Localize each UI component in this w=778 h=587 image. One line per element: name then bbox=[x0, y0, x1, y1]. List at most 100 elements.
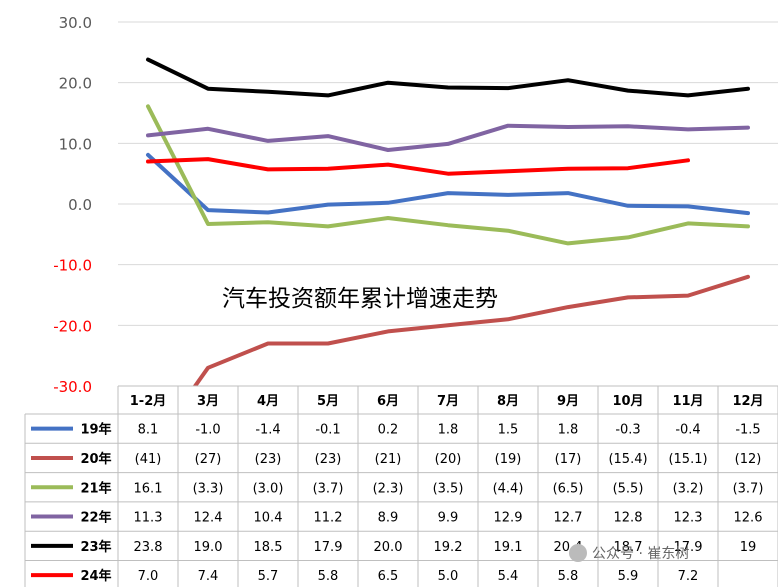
data-label: 1.8 bbox=[438, 423, 459, 438]
data-label: (12) bbox=[735, 452, 762, 467]
data-label: 8.1 bbox=[138, 423, 159, 438]
y-tick-label: -30.0 bbox=[53, 378, 92, 396]
y-axis: 30.0 20.0 10.0 0.0 -10.0 -20.0 -30.0 bbox=[53, 14, 92, 396]
data-label: 12.7 bbox=[554, 511, 583, 526]
gridlines bbox=[118, 21, 778, 387]
data-label: 20.0 bbox=[374, 540, 403, 555]
series-name: 19年 bbox=[80, 422, 111, 438]
y-tick-label: 20.0 bbox=[59, 75, 92, 93]
series-name: 23年 bbox=[80, 539, 111, 555]
data-label: 19 bbox=[740, 540, 757, 555]
data-label: 7.0 bbox=[138, 569, 159, 584]
y-tick-label: -10.0 bbox=[53, 257, 92, 275]
data-label: 1.8 bbox=[558, 423, 579, 438]
data-label: 5.8 bbox=[558, 569, 579, 584]
data-label: 7.4 bbox=[198, 569, 219, 584]
data-label: 6.5 bbox=[378, 569, 399, 584]
category-label: 8月 bbox=[497, 394, 519, 409]
data-label: 12.3 bbox=[674, 511, 703, 526]
data-label: -0.1 bbox=[315, 423, 340, 438]
data-label: 12.6 bbox=[734, 511, 763, 526]
data-table: 1-2月 3月 4月 5月 6月 7月 8月 9月 10月 11月 12月 19年 8.1 -1.0 -1.… bbox=[24, 385, 778, 587]
data-label: 16.1 bbox=[134, 481, 163, 496]
data-label: 23.8 bbox=[134, 540, 163, 555]
data-label: (3.0) bbox=[253, 481, 284, 496]
data-label: 5.0 bbox=[438, 569, 459, 584]
watermark: 公众号 · 崔东树 bbox=[569, 544, 689, 562]
data-label: 11.3 bbox=[134, 511, 163, 526]
wechat-icon bbox=[569, 544, 587, 562]
y-tick-label: -20.0 bbox=[53, 317, 92, 335]
y-tick-label: 0.0 bbox=[68, 196, 92, 214]
series-line-24年 bbox=[146, 157, 690, 176]
watermark-text: 公众号 · 崔东树 bbox=[592, 546, 689, 562]
data-label: -1.0 bbox=[195, 423, 220, 438]
data-label: -1.4 bbox=[255, 423, 280, 438]
data-label: 9.9 bbox=[438, 511, 459, 526]
data-label: (19) bbox=[495, 452, 522, 467]
data-label: 8.9 bbox=[378, 511, 399, 526]
data-label: (6.5) bbox=[553, 481, 584, 496]
series-lines bbox=[146, 57, 750, 386]
y-tick-label: 10.0 bbox=[59, 135, 92, 153]
series-name: 24年 bbox=[80, 568, 111, 584]
data-label: 19.2 bbox=[434, 540, 463, 555]
series-line-21年 bbox=[146, 104, 750, 246]
data-label: -0.3 bbox=[615, 423, 640, 438]
data-label: 19.0 bbox=[194, 540, 223, 555]
data-label: 5.9 bbox=[618, 569, 639, 584]
series-line-23年 bbox=[146, 57, 750, 98]
data-label: 7.2 bbox=[678, 569, 699, 584]
data-label: (15.4) bbox=[608, 452, 647, 467]
data-label: 12.4 bbox=[194, 511, 223, 526]
category-label: 9月 bbox=[557, 394, 579, 409]
data-label: 10.4 bbox=[254, 511, 283, 526]
data-label: 1.5 bbox=[498, 423, 519, 438]
series-name: 22年 bbox=[80, 510, 111, 526]
data-label: (17) bbox=[555, 452, 582, 467]
data-label: 12.9 bbox=[494, 511, 523, 526]
data-label: 18.7 bbox=[614, 540, 643, 555]
series-line-19年 bbox=[146, 152, 750, 216]
category-label: 10月 bbox=[612, 394, 643, 409]
data-label: 5.7 bbox=[258, 569, 279, 584]
data-label: (5.5) bbox=[613, 481, 644, 496]
data-label: (27) bbox=[195, 452, 222, 467]
y-tick-label: 30.0 bbox=[59, 14, 92, 32]
data-label: -1.5 bbox=[735, 423, 760, 438]
data-label: (3.7) bbox=[313, 481, 344, 496]
series-line-20年 bbox=[192, 274, 750, 386]
data-label: 5.8 bbox=[318, 569, 339, 584]
chart-title: 汽车投资额年累计增速走势 bbox=[222, 286, 498, 312]
category-label: 3月 bbox=[197, 394, 219, 409]
data-label: (21) bbox=[375, 452, 402, 467]
series-name: 21年 bbox=[80, 480, 111, 496]
category-label: 12月 bbox=[732, 394, 763, 409]
data-label: 18.5 bbox=[254, 540, 283, 555]
series-name: 20年 bbox=[80, 451, 111, 467]
data-label: (20) bbox=[435, 452, 462, 467]
data-label: -0.4 bbox=[675, 423, 700, 438]
data-label: (23) bbox=[255, 452, 282, 467]
data-label: 5.4 bbox=[498, 569, 519, 584]
data-label: 11.2 bbox=[314, 511, 343, 526]
category-label: 5月 bbox=[317, 394, 339, 409]
category-label: 6月 bbox=[377, 394, 399, 409]
data-label: (3.7) bbox=[733, 481, 764, 496]
data-label: (3.5) bbox=[433, 481, 464, 496]
data-label: (3.2) bbox=[673, 481, 704, 496]
data-label: (41) bbox=[135, 452, 162, 467]
data-label: (23) bbox=[315, 452, 342, 467]
category-label: 11月 bbox=[672, 394, 703, 409]
data-label: (4.4) bbox=[493, 481, 524, 496]
data-label: 17.9 bbox=[314, 540, 343, 555]
data-label: 19.1 bbox=[494, 540, 523, 555]
data-label: (2.3) bbox=[373, 481, 404, 496]
data-label: 17.9 bbox=[674, 540, 703, 555]
category-label: 4月 bbox=[257, 394, 279, 409]
data-label: (3.3) bbox=[193, 481, 224, 496]
data-label: 12.8 bbox=[614, 511, 643, 526]
series-line-22年 bbox=[146, 123, 750, 152]
data-label: 0.2 bbox=[378, 423, 399, 438]
